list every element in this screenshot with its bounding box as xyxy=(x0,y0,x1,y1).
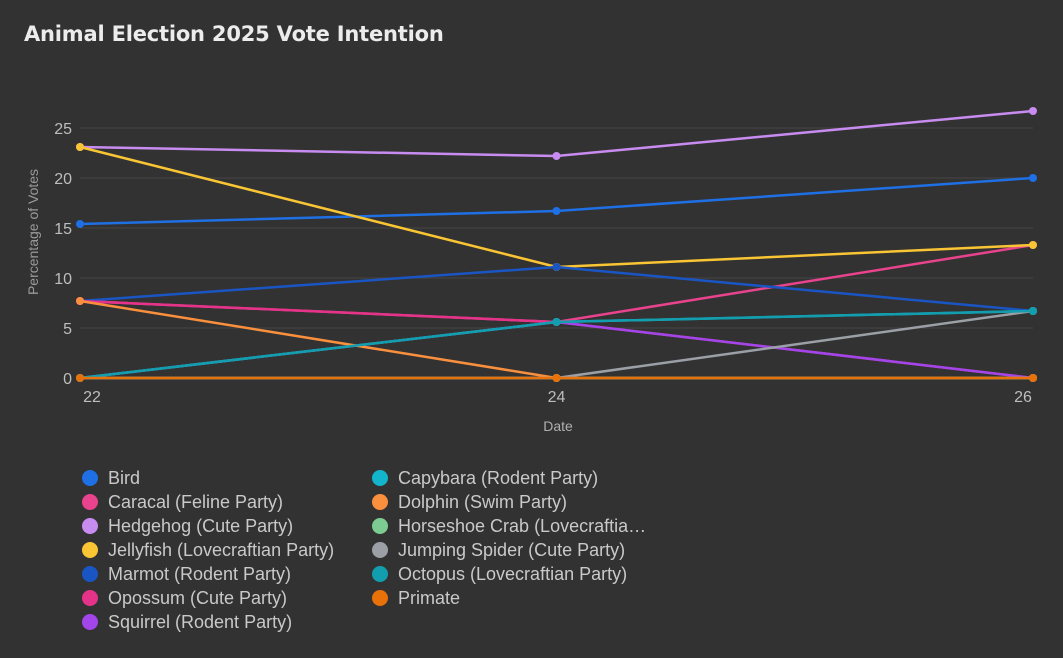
series-0[interactable] xyxy=(76,174,1037,228)
y-tick-label: 25 xyxy=(54,121,72,138)
series-line[interactable] xyxy=(79,265,1034,313)
legend-swatch-icon xyxy=(82,470,98,486)
legend-swatch-icon xyxy=(372,590,388,606)
chart-title: Animal Election 2025 Vote Intention xyxy=(24,22,444,46)
x-axis-label: Date xyxy=(543,418,573,434)
legend-item[interactable]: Opossum (Cute Party) xyxy=(82,586,372,610)
series-line[interactable] xyxy=(79,299,1034,380)
legend-label: Squirrel (Rodent Party) xyxy=(108,611,293,632)
data-point[interactable] xyxy=(552,374,561,382)
series-lines xyxy=(76,107,1037,382)
legend-swatch-icon xyxy=(372,542,388,558)
y-tick-label: 0 xyxy=(63,371,72,388)
gridlines xyxy=(80,127,1033,379)
series-12[interactable] xyxy=(76,374,1037,382)
legend-label: Bird xyxy=(108,467,141,488)
legend-label: Caracal (Feline Party) xyxy=(108,491,284,512)
legend-label: Opossum (Cute Party) xyxy=(108,587,288,608)
series-line[interactable] xyxy=(79,176,1034,226)
legend-label: Octopus (Lovecraftian Party) xyxy=(398,563,628,584)
legend-label: Capybara (Rodent Party) xyxy=(398,467,599,488)
data-point[interactable] xyxy=(1029,241,1037,249)
x-axis-ticks: 22 24 26 xyxy=(83,389,1032,406)
legend-item[interactable]: Marmot (Rodent Party) xyxy=(82,562,372,586)
legend-item[interactable]: Capybara (Rodent Party) xyxy=(372,466,682,490)
legend-label: Horseshoe Crab (Lovecraftia… xyxy=(398,515,647,536)
legend-label: Jumping Spider (Cute Party) xyxy=(398,539,626,560)
line-chart: 0 5 10 15 20 25 22 24 26 Percentage of Votes Da… xyxy=(25,107,1037,434)
legend-label: Marmot (Rodent Party) xyxy=(108,563,292,584)
series-line[interactable] xyxy=(79,109,1034,158)
legend-label: Jellyfish (Lovecraftian Party) xyxy=(108,539,335,560)
legend-swatch-icon xyxy=(372,470,388,486)
legend-swatch-icon xyxy=(82,542,98,558)
legend-item[interactable]: Primate xyxy=(372,586,682,610)
legend-swatch-icon xyxy=(82,614,98,630)
y-tick-label: 15 xyxy=(54,221,72,238)
legend-item[interactable]: Dolphin (Swim Party) xyxy=(372,490,682,514)
data-point[interactable] xyxy=(76,220,84,228)
legend-item[interactable]: Jellyfish (Lovecraftian Party) xyxy=(82,538,372,562)
y-tick-label: 10 xyxy=(54,271,72,288)
legend-item[interactable]: Jumping Spider (Cute Party) xyxy=(372,538,682,562)
x-tick-label: 22 xyxy=(83,389,101,406)
legend-label: Primate xyxy=(398,587,461,608)
series-5[interactable] xyxy=(76,297,1037,382)
legend-swatch-icon xyxy=(82,590,98,606)
data-point[interactable] xyxy=(552,263,561,271)
data-point[interactable] xyxy=(76,297,84,305)
legend-item[interactable]: Squirrel (Rodent Party) xyxy=(82,610,372,634)
legend-swatch-icon xyxy=(372,518,388,534)
y-axis-label: Percentage of Votes xyxy=(25,169,41,295)
y-tick-label: 5 xyxy=(63,321,72,338)
legend-swatch-icon xyxy=(372,494,388,510)
y-tick-label: 20 xyxy=(54,171,72,188)
x-tick-label: 26 xyxy=(1014,389,1032,406)
data-point[interactable] xyxy=(1029,107,1037,115)
data-point[interactable] xyxy=(552,207,561,215)
series-line[interactable] xyxy=(79,243,1034,324)
series-2[interactable] xyxy=(76,107,1037,160)
series-line[interactable] xyxy=(79,299,1033,380)
data-point[interactable] xyxy=(1029,374,1037,382)
data-point[interactable] xyxy=(552,152,561,160)
legend-swatch-icon xyxy=(82,494,98,510)
legend-swatch-icon xyxy=(372,566,388,582)
legend-swatch-icon xyxy=(82,518,98,534)
legend-item[interactable]: Octopus (Lovecraftian Party) xyxy=(372,562,682,586)
legend-label: Dolphin (Swim Party) xyxy=(398,491,568,512)
data-point[interactable] xyxy=(76,143,84,151)
legend-swatch-icon xyxy=(82,566,98,582)
data-point[interactable] xyxy=(76,374,84,382)
chart-legend: Bird Caracal (Feline Party) Hedgehog (Cute… xyxy=(82,466,682,634)
legend-label: Hedgehog (Cute Party) xyxy=(108,515,294,536)
data-point[interactable] xyxy=(552,318,561,326)
series-11[interactable] xyxy=(76,307,1037,382)
series-8[interactable] xyxy=(76,297,1037,382)
legend-item[interactable]: Horseshoe Crab (Lovecraftia… xyxy=(372,514,682,538)
legend-item[interactable]: Hedgehog (Cute Party) xyxy=(82,514,372,538)
data-point[interactable] xyxy=(1029,307,1037,315)
legend-item[interactable]: Caracal (Feline Party) xyxy=(82,490,372,514)
data-point[interactable] xyxy=(1029,174,1037,182)
y-axis-ticks: 0 5 10 15 20 25 xyxy=(54,121,72,388)
legend-item[interactable]: Bird xyxy=(82,466,372,490)
x-tick-label: 24 xyxy=(548,389,566,406)
